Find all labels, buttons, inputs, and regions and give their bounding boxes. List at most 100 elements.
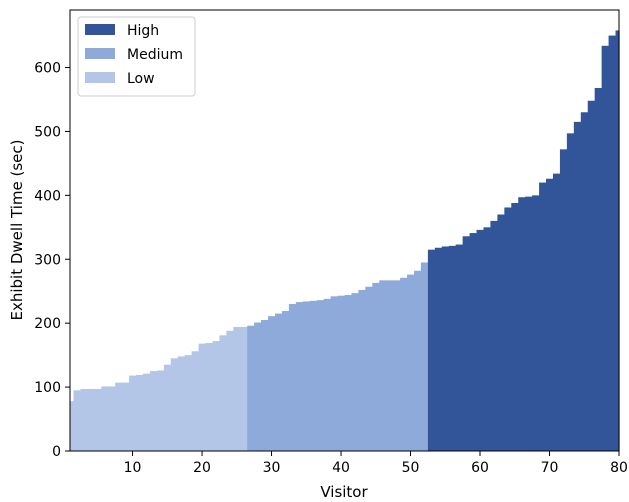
- bar-medium-35: [302, 301, 311, 451]
- y-tick-label-400: 400: [34, 188, 61, 204]
- bar-high-55: [441, 246, 450, 451]
- bar-medium-31: [275, 313, 283, 451]
- bar-medium-33: [288, 304, 297, 451]
- bar-high-64: [504, 207, 512, 451]
- bar-low-14: [156, 370, 165, 451]
- bar-medium-40: [337, 295, 346, 451]
- legend-swatch-medium: [85, 48, 115, 59]
- bar-medium-44: [365, 286, 373, 451]
- bar-high-76: [587, 100, 596, 451]
- bar-low-21: [205, 342, 214, 451]
- bar-high-73: [566, 133, 575, 451]
- bar-medium-39: [330, 296, 339, 451]
- legend-swatch-high: [85, 24, 115, 35]
- bar-high-75: [580, 112, 589, 452]
- bar-high-69: [539, 182, 547, 451]
- bar-high-77: [594, 87, 603, 452]
- bar-low-16: [170, 358, 179, 451]
- legend-label-low: Low: [127, 71, 155, 87]
- bar-high-65: [511, 203, 519, 451]
- legend-label-high: High: [127, 23, 159, 39]
- bar-low-20: [198, 343, 207, 451]
- bar-high-57: [455, 244, 464, 451]
- bar-low-13: [149, 371, 158, 451]
- bar-medium-37: [316, 300, 325, 451]
- bar-high-67: [525, 196, 533, 451]
- bars: [70, 30, 620, 452]
- bar-high-59: [469, 233, 478, 451]
- bar-medium-29: [261, 319, 269, 451]
- x-tick-label-80: 80: [610, 460, 628, 476]
- bar-high-54: [434, 247, 443, 451]
- y-tick-label-200: 200: [34, 316, 61, 332]
- bar-low-8: [115, 382, 123, 451]
- bar-medium-45: [372, 282, 380, 451]
- y-tick-label-300: 300: [34, 252, 61, 268]
- y-axis-title: Exhibit Dwell Time (sec): [8, 140, 26, 321]
- bar-high-58: [462, 236, 471, 451]
- y-tick-label-600: 600: [34, 61, 61, 77]
- bar-high-70: [546, 178, 554, 451]
- bar-high-63: [497, 214, 505, 451]
- bar-medium-52: [420, 262, 429, 451]
- x-tick-label-60: 60: [471, 460, 489, 476]
- bar-low-18: [184, 355, 193, 451]
- bar-medium-36: [309, 300, 318, 451]
- x-axis: 10 20 30 40 50 60 70 80: [124, 451, 628, 476]
- bar-low-11: [136, 374, 144, 451]
- bar-low-25: [233, 327, 241, 451]
- bar-medium-28: [254, 322, 262, 451]
- bar-low-19: [191, 351, 200, 451]
- bar-medium-41: [344, 295, 353, 451]
- bar-low-6: [101, 386, 109, 451]
- bar-medium-46: [379, 280, 387, 451]
- x-tick-label-10: 10: [124, 460, 142, 476]
- legend-label-medium: Medium: [127, 47, 183, 63]
- bar-high-74: [573, 121, 582, 451]
- bar-low-17: [177, 356, 186, 451]
- bar-high-72: [559, 149, 568, 451]
- y-tick-label-500: 500: [34, 124, 61, 140]
- x-tick-label-50: 50: [402, 460, 420, 476]
- bar-low-2: [73, 390, 82, 451]
- bar-low-10: [129, 375, 137, 451]
- bar-high-60: [476, 229, 485, 451]
- bar-low-24: [226, 330, 234, 451]
- bar-medium-32: [281, 311, 290, 451]
- y-tick-label-100: 100: [34, 380, 61, 396]
- legend-swatch-low: [85, 72, 115, 83]
- bar-high-61: [483, 227, 492, 451]
- bar-medium-51: [413, 270, 422, 451]
- x-tick-label-70: 70: [541, 460, 559, 476]
- bar-high-56: [448, 245, 457, 451]
- bar-high-68: [532, 195, 540, 451]
- bar-low-3: [80, 389, 88, 451]
- bar-high-last-80: [615, 30, 620, 451]
- bar-low-9: [122, 382, 130, 451]
- bar-high-71: [552, 173, 561, 452]
- x-tick-label-20: 20: [193, 460, 211, 476]
- bar-medium-27: [247, 325, 255, 451]
- bar-medium-47: [386, 280, 394, 451]
- bar-medium-49: [400, 277, 408, 451]
- plot-frame: [69, 9, 620, 452]
- bar-high-79: [608, 35, 617, 451]
- bar-medium-43: [358, 289, 366, 451]
- bar-low-22: [212, 341, 221, 451]
- bar-medium-48: [393, 280, 401, 451]
- bar-high-53: [427, 249, 436, 451]
- bar-high-62: [490, 220, 498, 451]
- bar-high-66: [518, 197, 526, 451]
- bar-low-26: [240, 327, 248, 451]
- bar-low-7: [108, 386, 116, 451]
- bar-low-12: [142, 373, 151, 451]
- bar-low-23: [219, 335, 227, 451]
- x-tick-label-40: 40: [332, 460, 350, 476]
- y-tick-label-0: 0: [52, 444, 61, 460]
- y-axis: 0 100 200 300 400 500 600: [34, 61, 70, 460]
- bar-low-1: [70, 401, 75, 451]
- bar-medium-34: [295, 302, 304, 451]
- bar-high-78: [601, 45, 610, 451]
- bar-low-15: [163, 364, 172, 451]
